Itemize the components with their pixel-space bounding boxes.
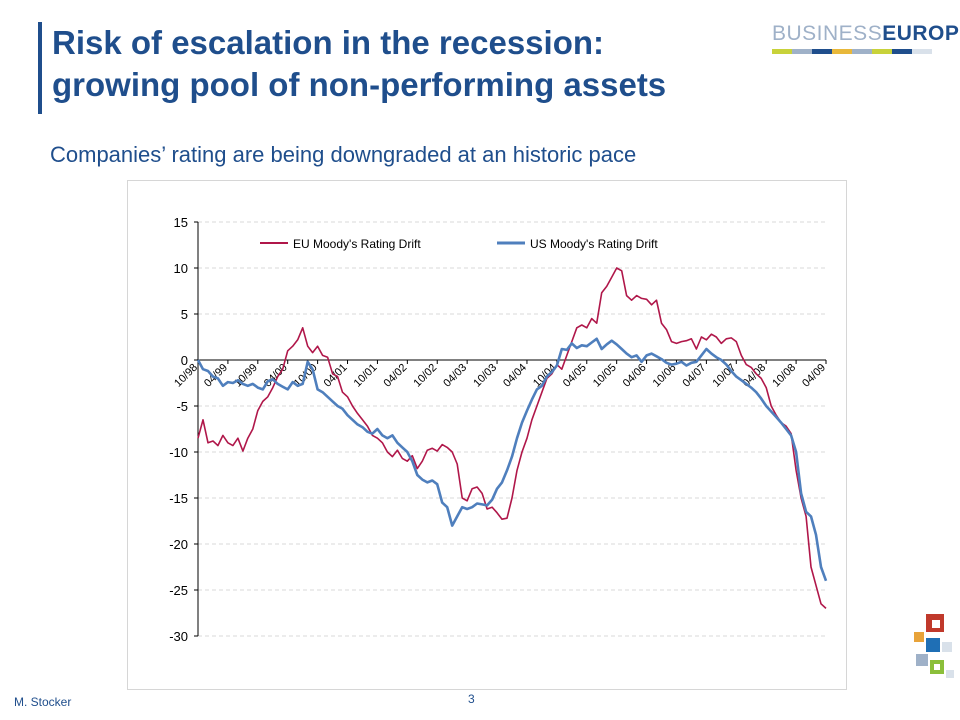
- series-line-us: [196, 337, 828, 582]
- decorative-square: [934, 664, 940, 670]
- decorative-square: [916, 654, 928, 666]
- chart-frame: 15 10 5 0 -5 -10 -15 -20 -25 -30 10/98 04/99 10/99 04…: [127, 180, 847, 690]
- y-tick-label: 15: [174, 215, 188, 230]
- businesseurope-logo: BUSINESSEURΟPE: [772, 22, 960, 54]
- decorative-square: [946, 670, 954, 678]
- logo-strip-segment: [812, 49, 832, 54]
- logo-strip-segment: [832, 49, 852, 54]
- decorative-squares-icon: [914, 614, 954, 678]
- decorative-square: [932, 620, 940, 628]
- logo-text: BUSINESSEURΟPE: [772, 22, 960, 46]
- logo-text-business: BUSINESS: [772, 22, 883, 45]
- x-tick-label: 04/04: [501, 362, 529, 390]
- legend-label: US Moody's Rating Drift: [530, 237, 658, 251]
- logo-strip-segment: [872, 49, 892, 54]
- slide-title-line-2: growing pool of non-performing assets: [52, 66, 667, 103]
- x-tick-label: 10/05: [591, 362, 619, 390]
- x-tick-label: 04/99: [202, 362, 230, 390]
- x-tick-label: 10/98: [172, 362, 200, 390]
- decorative-square: [926, 638, 940, 652]
- decorative-square: [914, 632, 924, 642]
- x-tick-label: 04/05: [561, 362, 589, 390]
- logo-text-europe: EURΟPE: [882, 22, 960, 45]
- y-tick-label: 0: [181, 353, 188, 368]
- slide-title: Risk of escalation in the recession: gro…: [52, 22, 752, 106]
- slide-title-line-1: Risk of escalation in the recession:: [52, 24, 605, 61]
- title-accent-bar: [38, 22, 42, 114]
- x-tick-label: 10/01: [352, 362, 380, 390]
- y-tick-label: 10: [174, 261, 188, 276]
- logo-strip-segment: [912, 49, 932, 54]
- logo-strip-segment: [892, 49, 912, 54]
- logo-strip-segment: [852, 49, 872, 54]
- x-tick-label: 10/03: [471, 362, 499, 390]
- y-tick-label: -15: [169, 491, 188, 506]
- y-tick-label: -20: [169, 537, 188, 552]
- legend-label: EU Moody's Rating Drift: [293, 237, 421, 251]
- x-tick-label: 04/02: [382, 362, 410, 390]
- logo-color-strip: [772, 49, 932, 54]
- x-tick-label: 04/03: [441, 362, 469, 390]
- y-tick-label: 5: [181, 307, 188, 322]
- y-tick-label: -5: [176, 399, 188, 414]
- x-tick-label: 10/06: [651, 362, 679, 390]
- author-footer: M. Stocker: [14, 695, 72, 709]
- slide-subtitle: Companies’ rating are being downgraded a…: [50, 142, 637, 167]
- x-tick-label: 04/06: [621, 362, 649, 390]
- x-tick-label: 10/02: [411, 362, 439, 390]
- series-line-eu: [197, 267, 827, 609]
- x-tick-label: 04/09: [800, 362, 828, 390]
- logo-strip-segment: [792, 49, 812, 54]
- decorative-square: [942, 642, 952, 652]
- x-tick-label: 10/08: [770, 362, 798, 390]
- y-tick-label: -30: [169, 629, 188, 644]
- logo-strip-segment: [772, 49, 792, 54]
- page-number: 3: [468, 692, 475, 706]
- y-tick-label: -25: [169, 583, 188, 598]
- y-tick-label: -10: [169, 445, 188, 460]
